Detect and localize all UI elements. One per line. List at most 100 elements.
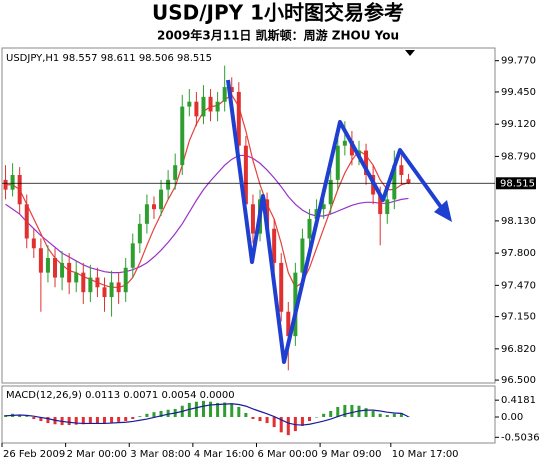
macd-bar [32,417,36,420]
candle-body [17,174,22,205]
candle-body [81,272,86,293]
macd-bar [46,417,50,424]
macd-bar [336,406,340,418]
macd-bar [315,417,319,418]
macd-bar [265,417,269,424]
macd-bar [350,404,354,418]
wave-annotation [226,79,448,364]
indicator-line [5,94,409,289]
candle-body [300,238,305,273]
candle-body [279,262,284,312]
macd-bar [103,417,106,424]
macd-bar [371,410,375,418]
candle-body [307,218,312,239]
candle-body [321,204,326,210]
candle-body [328,179,333,205]
macd-bar [81,417,85,425]
macd-bar [201,400,205,418]
macd-bar [237,406,241,418]
macd-bar [308,417,311,422]
y-tick-label: 98.130 [501,216,536,227]
candle-body [406,179,411,184]
candle-body [335,145,340,180]
macd-panel-label: MACD(12,26,9) 0.0113 0.0071 0.0054 0.000… [6,390,235,401]
candle-body [166,179,171,190]
candle-body [137,223,142,244]
candle-body [250,204,255,234]
candle-body [95,277,100,288]
current-price-box [496,177,536,190]
candle-body [208,96,213,112]
x-tick-label: 2 Mar 00:00 [67,449,127,460]
candle-body [236,91,241,146]
macd-bar [131,417,135,420]
macd-bar [4,415,8,418]
candle-body [215,101,220,112]
candle-body [116,282,121,293]
candle-body [24,204,29,239]
candle-body [399,165,404,175]
macd-bar [272,417,276,428]
chart-subtitle: 2009年3月11日 凯斯顿：周游 ZHOU You [157,28,399,43]
macd-bar [329,410,333,418]
macd-bar [343,404,347,418]
y-tick-label: 97.470 [501,280,536,291]
macd-bar [364,408,368,418]
candle-body [392,165,397,200]
y-tick-label: 99.770 [501,56,536,67]
x-tick-label: 4 Mar 16:00 [194,449,254,460]
candle-body [31,238,36,249]
candle-body [293,272,298,337]
macd-bar [223,402,227,418]
macd-bar [25,416,29,418]
x-tick-label: 26 Feb 2009 [3,449,65,460]
macd-bar [385,415,389,418]
candle-body [130,243,135,268]
macd-bar [216,402,220,418]
macd-bar [194,401,198,418]
macd-bar [117,417,121,422]
macd-bar [251,417,255,420]
candle-body [144,204,149,224]
price-panel-label: USDJPY,H1 98.557 98.611 98.506 98.515 [6,53,212,64]
y-tick-label: 0.4181 [501,395,536,406]
macd-bar [244,412,248,418]
indicator-line [5,403,409,426]
macd-bar [209,401,213,418]
macd-bar [110,417,114,423]
macd-bar [145,413,149,418]
macd-panel [1,385,496,444]
macd-bar [67,417,71,426]
wave-arrowhead [434,200,452,222]
macd-bar [138,416,142,418]
macd-bar [152,412,156,418]
macd-bar [88,417,92,424]
y-tick-label: 97.800 [501,248,536,259]
y-tick-label: -0.5036 [501,432,540,443]
macd-bar [74,417,78,425]
candle-body [74,272,79,283]
candle-body [194,101,199,117]
y-tick-label: 97.150 [501,312,536,323]
x-tick-label: 10 Mar 17:00 [392,449,459,460]
candle-body [229,87,234,92]
candle-body [378,194,383,215]
candle-body [38,248,43,273]
macd-bar [378,413,382,418]
candle-body [10,174,15,190]
macd-bar [18,414,22,418]
y-tick-label: 99.450 [501,87,536,98]
candle-body [349,140,354,156]
current-price-label: 98.515 [500,178,535,189]
macd-bar [279,417,283,433]
candle-body [187,101,192,107]
candle-body [201,96,206,117]
candle-body [60,262,65,278]
candle-body [102,287,107,298]
y-tick-label: 98.790 [501,151,536,162]
macd-bar [39,417,43,422]
candle-body [53,258,58,278]
macd-bar [300,417,304,426]
candle-body [45,258,50,273]
